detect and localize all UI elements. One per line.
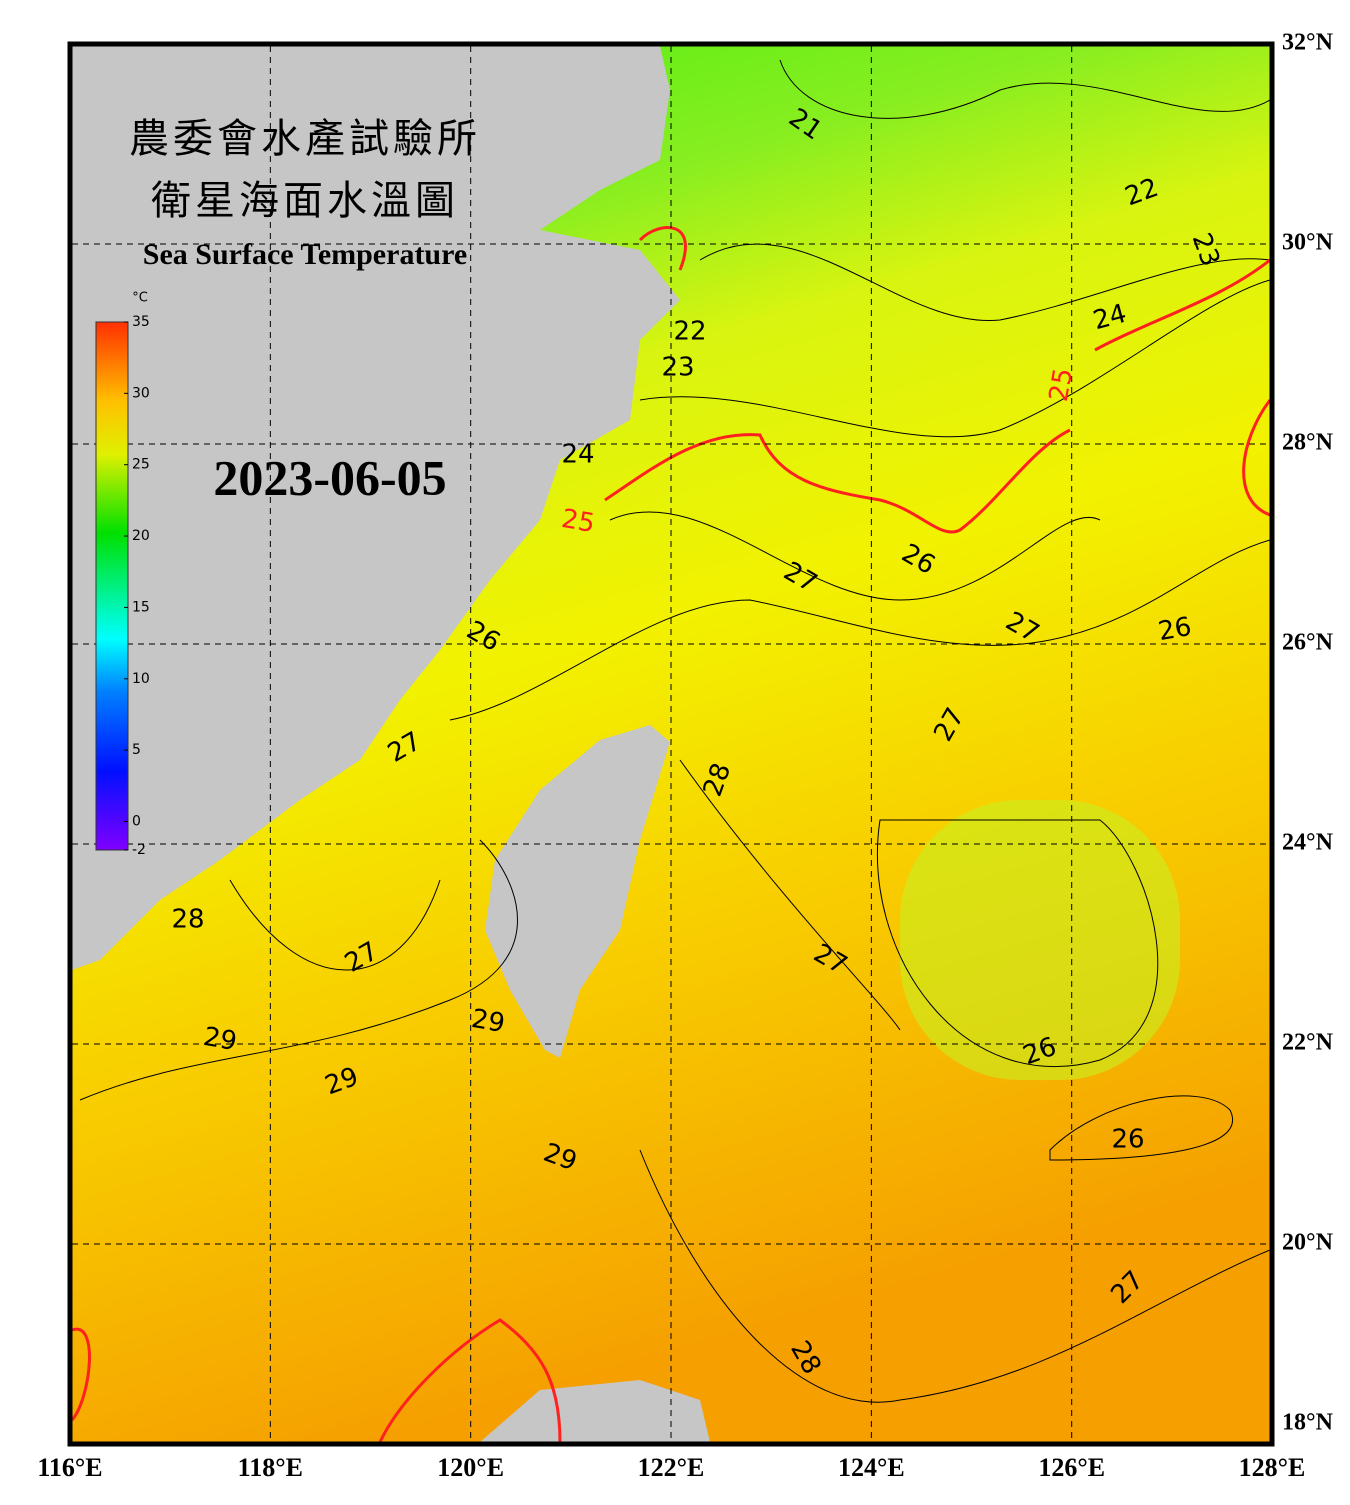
lat-tick-label: 26°N [1282,630,1334,656]
contour-label: 29 [201,1022,239,1057]
contour-label: 25 [559,504,597,539]
colorbar-tick-label: 35 [132,314,150,330]
cool-patch [900,800,1180,1080]
lat-tick-label: 32°N [1282,30,1334,56]
contour-label: 23 [661,353,694,383]
contour-label: 22 [673,317,706,347]
colorbar-tick-label: 5 [132,742,141,758]
isotherms [79,59,1270,1403]
colorbar-tick-label: 10 [132,671,150,687]
contour-label: 29 [469,1004,507,1039]
mainland [72,46,680,970]
lon-tick-label: 118°E [238,1453,303,1482]
title-en: Sea Surface Temperature [143,238,467,271]
colorbar-tick-label: 15 [132,599,150,615]
lon-tick-label: 122°E [638,1453,705,1482]
lon-tick-label: 126°E [1038,1453,1105,1482]
luzon [480,1380,710,1442]
colorbar-tick-label: 20 [132,528,150,544]
lat-tick-label: 24°N [1282,830,1334,856]
lat-tick-label: 22°N [1282,1030,1334,1056]
lon-tick-label: 116°E [37,1453,102,1482]
colorbar [95,321,129,851]
contour-label: 25 [1044,366,1079,404]
title-zh: 農委會水產試驗所 [129,116,481,161]
taiwan [485,725,670,1058]
lat-tick-label: 18°N [1282,1410,1334,1436]
lon-tick-label: 120°E [437,1453,504,1482]
lat-tick-label: 28°N [1282,430,1334,456]
date: 2023-06-05 [213,449,446,505]
title-zh: 衛星海面水溫圖 [151,178,459,223]
colorbar-tick-label: 0 [132,813,141,829]
colorbar-unit: °C [132,291,148,306]
colorbar-tick-label: -2 [132,842,146,858]
contour-label: 24 [561,440,594,470]
isotherm-25 [72,226,1270,1442]
map-frame [67,41,1275,1447]
colorbar-tick-label: 25 [132,457,150,473]
lat-tick-label: 30°N [1282,230,1334,256]
lon-tick-label: 124°E [838,1453,905,1482]
lon-tick-label: 128°E [1239,1453,1306,1482]
contour-label: 26 [1156,612,1194,647]
contour-label: 26 [1111,1125,1144,1155]
lat-tick-label: 20°N [1282,1230,1334,1256]
contour-label: 28 [171,905,204,935]
graticule [72,46,1270,1442]
colorbar-tick-label: 30 [132,385,150,401]
